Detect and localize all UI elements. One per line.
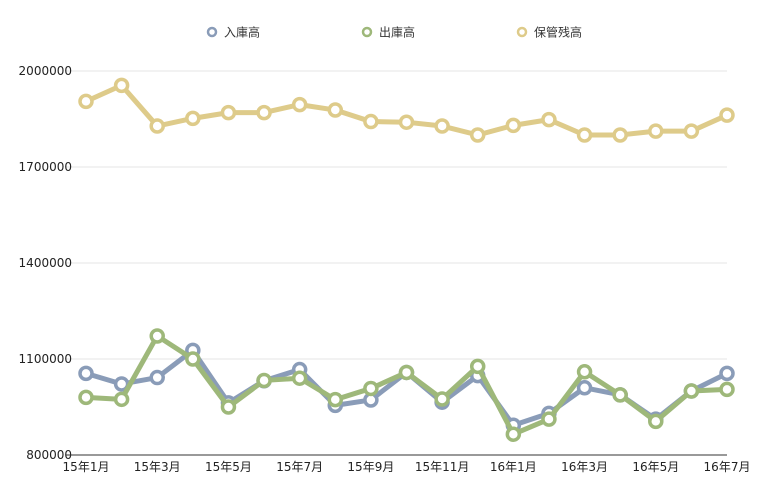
gridlines — [66, 70, 727, 360]
series-1 — [78, 342, 735, 433]
series-line — [83, 347, 730, 428]
x-axis-ticks: 15年1月 15年3月 15年5月 15年7月 15年9月 15年11月 16年1月 16年3… — [63, 460, 751, 474]
data-point[interactable] — [469, 127, 486, 143]
series-layer — [78, 77, 735, 442]
x-tick-label: 16年5月 — [632, 460, 679, 474]
series-3 — [78, 77, 735, 143]
data-point[interactable] — [327, 391, 344, 408]
y-axis-ticks: 800000 1100000 1400000 1700000 2000000 — [19, 64, 72, 462]
x-tick-label: 15年9月 — [347, 460, 394, 474]
legend-marker-icon — [361, 26, 373, 38]
x-tick-label: 15年11月 — [415, 460, 470, 474]
legend-item[interactable]: 入庫高 — [206, 25, 260, 40]
data-point[interactable] — [398, 364, 415, 381]
data-point[interactable] — [78, 365, 94, 382]
data-point[interactable] — [113, 391, 130, 408]
data-point[interactable] — [220, 399, 237, 415]
legend-marker-icon — [206, 26, 218, 38]
x-tick-label: 15年3月 — [134, 460, 181, 474]
data-point[interactable] — [363, 113, 379, 130]
x-tick-label: 16年3月 — [561, 460, 608, 474]
data-point[interactable] — [469, 358, 486, 375]
data-point[interactable] — [78, 93, 94, 110]
legend-label: 保管残高 — [534, 25, 582, 40]
data-point[interactable] — [683, 123, 700, 139]
legend-marker-icon — [516, 26, 528, 38]
data-point[interactable] — [113, 77, 130, 94]
series-line — [83, 333, 730, 437]
legend-item[interactable]: 出庫高 — [361, 25, 415, 40]
legend-label: 出庫高 — [379, 25, 415, 40]
data-point[interactable] — [612, 387, 628, 403]
data-point[interactable] — [149, 369, 165, 386]
data-point[interactable] — [256, 372, 272, 389]
data-point[interactable] — [434, 118, 450, 134]
y-tick-label: 1700000 — [19, 160, 72, 174]
data-point[interactable] — [78, 389, 94, 406]
data-point[interactable] — [327, 102, 344, 118]
data-point[interactable] — [149, 118, 165, 134]
data-point[interactable] — [291, 370, 308, 386]
legend: 入庫高 出庫高 保管残高 — [206, 25, 582, 40]
legend-label: 入庫高 — [224, 25, 260, 40]
data-point[interactable] — [434, 391, 450, 407]
data-point[interactable] — [185, 110, 201, 127]
data-point[interactable] — [541, 111, 557, 128]
x-tick-label: 16年1月 — [490, 460, 537, 474]
data-point[interactable] — [505, 117, 522, 134]
data-point[interactable] — [576, 364, 593, 380]
data-point[interactable] — [648, 123, 664, 139]
legend-item[interactable]: 保管残高 — [516, 25, 582, 40]
x-tick-label: 15年7月 — [276, 460, 323, 474]
x-tick-label: 15年1月 — [63, 460, 110, 474]
series-2 — [78, 328, 735, 442]
y-tick-label: 1100000 — [19, 352, 72, 366]
y-tick-label: 1400000 — [19, 256, 72, 270]
data-point[interactable] — [541, 411, 557, 427]
data-point[interactable] — [576, 127, 593, 143]
data-point[interactable] — [719, 381, 735, 398]
data-point[interactable] — [256, 104, 272, 121]
data-point[interactable] — [398, 114, 415, 130]
data-point[interactable] — [576, 380, 593, 396]
x-tick-label: 16年7月 — [704, 460, 751, 474]
y-tick-label: 2000000 — [19, 64, 72, 78]
data-point[interactable] — [149, 328, 165, 344]
data-point[interactable] — [648, 413, 664, 430]
x-tick-label: 15年5月 — [205, 460, 252, 474]
data-point[interactable] — [505, 426, 522, 442]
data-point[interactable] — [719, 365, 735, 382]
data-point[interactable] — [291, 96, 308, 113]
data-point[interactable] — [719, 107, 735, 123]
data-point[interactable] — [363, 380, 379, 397]
data-point[interactable] — [683, 383, 700, 399]
data-point[interactable] — [612, 127, 628, 143]
data-point[interactable] — [220, 104, 237, 121]
data-point[interactable] — [185, 351, 201, 367]
y-tick-label: 800000 — [26, 448, 72, 462]
